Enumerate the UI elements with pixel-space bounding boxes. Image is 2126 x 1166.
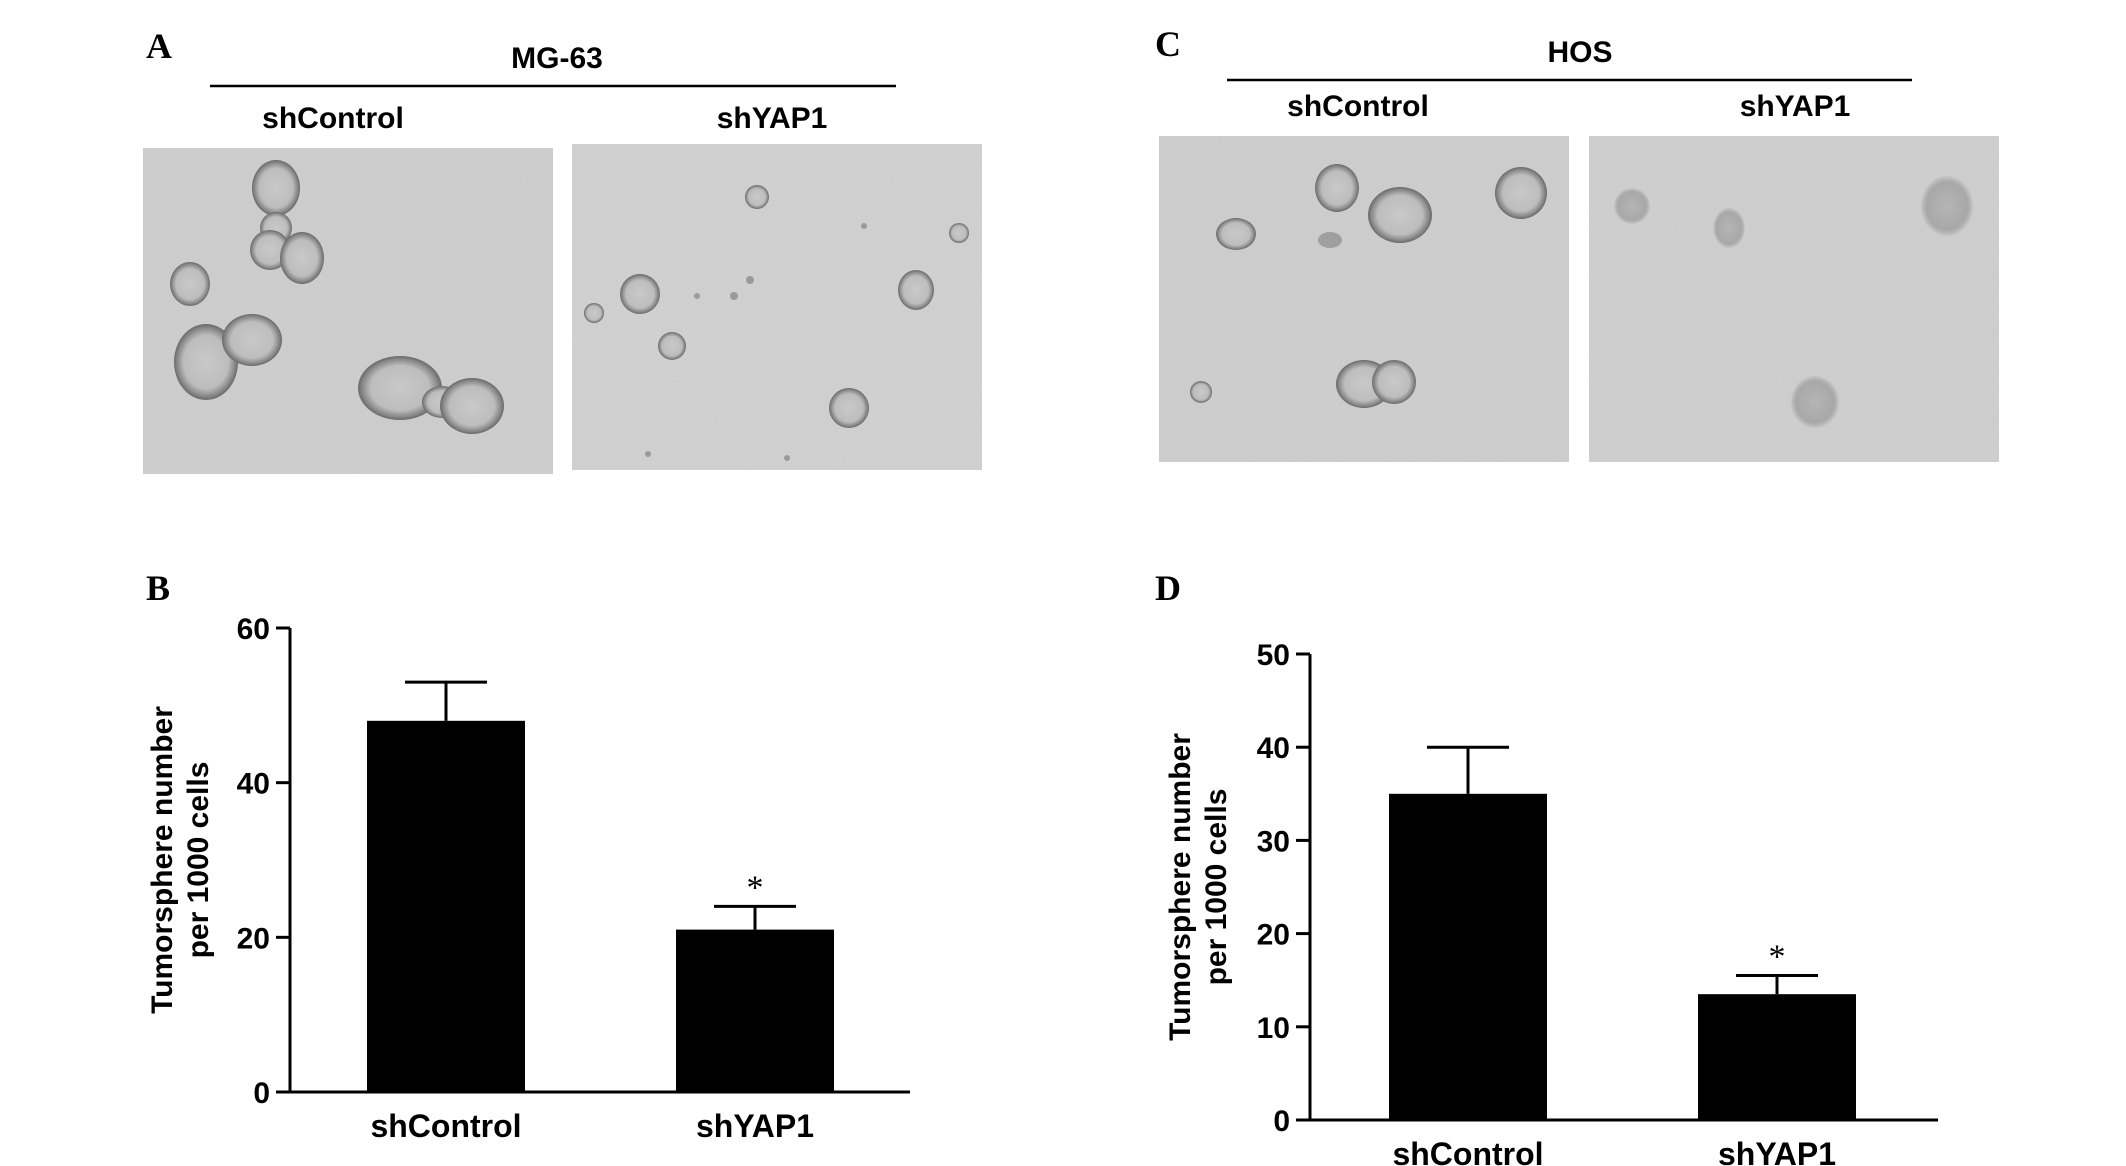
y-tick-label: 20 bbox=[237, 922, 270, 955]
category-label: shControl bbox=[370, 1108, 521, 1144]
y-axis-label-line1: Tumorsphere number bbox=[1164, 733, 1197, 1041]
y-axis-label-line2: per 1000 cells bbox=[1200, 789, 1233, 986]
panel-letter: B bbox=[146, 568, 170, 608]
y-tick-label: 10 bbox=[1257, 1012, 1290, 1045]
bar-shControl bbox=[367, 720, 525, 1092]
y-tick-label: 50 bbox=[1257, 639, 1290, 672]
significance-star: * bbox=[747, 869, 764, 906]
panel-c-label-shyap1: shYAP1 bbox=[1740, 90, 1851, 123]
y-tick-label: 40 bbox=[237, 768, 270, 801]
y-tick-label: 0 bbox=[1273, 1105, 1290, 1138]
bar-shYAP1 bbox=[676, 929, 834, 1092]
significance-star: * bbox=[1769, 939, 1786, 976]
panel-c-label-control: shControl bbox=[1287, 90, 1429, 123]
y-tick-label: 40 bbox=[1257, 732, 1290, 765]
bar-shYAP1 bbox=[1698, 994, 1856, 1120]
y-tick-label: 20 bbox=[1257, 919, 1290, 952]
y-axis-label-line1: Tumorsphere number bbox=[146, 706, 179, 1014]
panel-a-letter: A bbox=[146, 26, 172, 66]
panel-c-letter: C bbox=[1155, 24, 1181, 64]
category-label: shYAP1 bbox=[696, 1108, 814, 1144]
panel-a: A MG-63 shControl shYAP1 bbox=[143, 26, 982, 474]
panel-a-label-shyap1: shYAP1 bbox=[717, 102, 828, 135]
micrograph-mg63-shyap1 bbox=[572, 144, 982, 470]
micrograph-hos-shcontrol bbox=[1159, 136, 1569, 462]
panel-letter: D bbox=[1155, 568, 1181, 608]
panel-c: C HOS shControl shYAP1 bbox=[1155, 24, 1999, 462]
y-axis-label-line2: per 1000 cells bbox=[182, 762, 215, 959]
micrograph-mg63-shcontrol bbox=[143, 148, 553, 474]
micrograph-hos-shyap1 bbox=[1589, 136, 1999, 462]
chart-b: B 0 20 40 60 Tumorsphere number per 1000 cells… bbox=[146, 568, 910, 1144]
panel-a-label-control: shControl bbox=[262, 102, 404, 135]
y-tick-label: 60 bbox=[237, 613, 270, 646]
bar-shControl bbox=[1389, 793, 1547, 1120]
category-label: shYAP1 bbox=[1718, 1136, 1836, 1166]
category-label: shControl bbox=[1392, 1136, 1543, 1166]
panel-c-cell-line: HOS bbox=[1547, 36, 1612, 69]
chart-d: D 0 10 20 30 40 50 Tumorsphere number per 1000 c… bbox=[1155, 568, 1938, 1166]
panel-a-cell-line: MG-63 bbox=[511, 42, 603, 75]
y-tick-label: 0 bbox=[253, 1077, 270, 1110]
y-tick-label: 30 bbox=[1257, 825, 1290, 858]
